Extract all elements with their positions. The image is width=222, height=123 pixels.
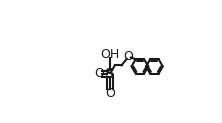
Text: O: O: [123, 50, 133, 63]
Text: O: O: [95, 67, 104, 80]
Text: O: O: [105, 87, 115, 100]
Text: S: S: [105, 67, 115, 81]
Text: OH: OH: [100, 48, 119, 61]
